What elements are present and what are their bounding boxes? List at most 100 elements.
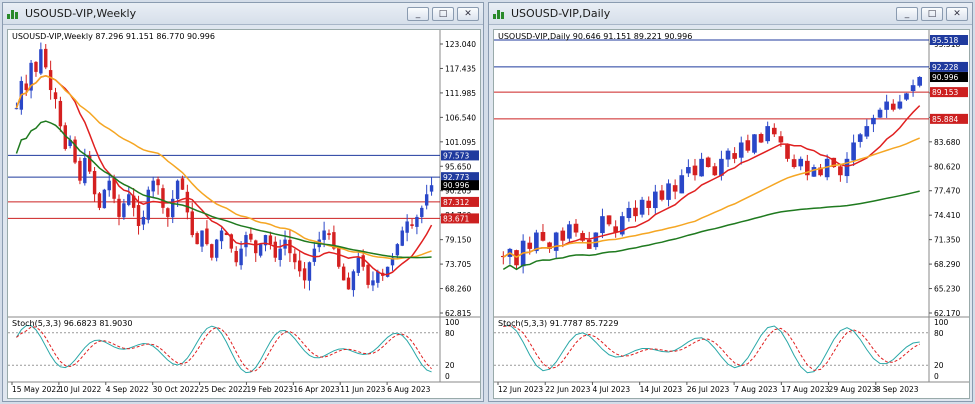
level-badge — [441, 150, 479, 161]
candle-body — [92, 170, 97, 195]
level-badge — [441, 213, 479, 224]
candle-body — [633, 207, 638, 217]
date-tick-label: 29 Aug 2023 — [829, 385, 877, 394]
candle-body — [229, 234, 234, 249]
candle-body — [811, 167, 817, 177]
candle-body — [639, 199, 645, 215]
date-tick-label: 19 Feb 2023 — [246, 385, 293, 394]
candle-body — [44, 48, 48, 68]
chart-canvas[interactable]: 95.51892.22889.15386.74083.68080.62077.4… — [494, 30, 969, 398]
date-tick-label: 25 Dec 2022 — [200, 385, 248, 394]
candle-body — [249, 233, 253, 240]
close-button[interactable]: ✕ — [457, 6, 479, 21]
chart-icon — [7, 8, 20, 19]
candle-body — [268, 235, 273, 245]
candle-body — [758, 134, 764, 143]
maximize-button[interactable]: □ — [921, 6, 943, 21]
close-button[interactable]: ✕ — [946, 6, 968, 21]
maximize-button[interactable]: □ — [432, 6, 454, 21]
window-title: USOUSD-VIP,Daily — [511, 7, 611, 20]
candle-body — [244, 235, 248, 248]
level-badge — [930, 87, 968, 98]
candle-body — [824, 158, 830, 178]
date-tick-label: 12 Jun 2023 — [498, 385, 543, 394]
chart-canvas[interactable]: 123.040 117.435 111.985 106.540 101.095 95.65… — [8, 30, 480, 398]
price-chart[interactable]: 95.51892.22889.15386.74083.68080.62077.4… — [493, 29, 970, 399]
candle-body — [273, 241, 277, 258]
level-label: 97.573 — [443, 151, 469, 160]
candle-body — [725, 150, 731, 160]
date-tick-label: 14 Jul 2023 — [640, 385, 683, 394]
ma-slow-line — [15, 120, 432, 259]
stoch-signal-line — [16, 326, 432, 372]
candle-body — [156, 179, 160, 186]
candle-body — [346, 277, 351, 290]
candle-body — [117, 198, 121, 217]
candle-body — [376, 271, 380, 283]
candle-body — [258, 244, 263, 256]
stoch-tick-label: 80 — [934, 329, 944, 338]
date-tick-label: 8 Sep 2023 — [876, 385, 919, 394]
candle-body — [136, 205, 141, 226]
price-tick-label: 83.680 — [934, 138, 960, 147]
candle-body — [332, 232, 336, 249]
price-tick-label: 62.170 — [934, 309, 960, 318]
stoch-label: Stoch(5,3,3) 96.6823 81.9030 — [12, 319, 133, 328]
candle-body — [390, 257, 395, 266]
candle-body — [540, 232, 546, 241]
price-tick-label: 62.815 — [445, 309, 471, 318]
candle-body — [805, 160, 810, 176]
candle-body — [83, 158, 87, 184]
price-tick-label: 80.620 — [934, 162, 960, 171]
candle-body — [420, 207, 424, 217]
ma-fast-line — [502, 105, 921, 258]
date-tick-label: 15 May 2022 — [12, 385, 61, 394]
candle-body — [356, 257, 361, 273]
candle-body — [39, 49, 43, 74]
candle-body — [307, 262, 312, 281]
stoch-tick-label: 100 — [934, 318, 949, 327]
candle-body — [851, 142, 856, 161]
candle-body — [857, 134, 863, 142]
price-tick-label: 74.410 — [934, 211, 960, 220]
level-label: 87.312 — [443, 198, 469, 207]
candle-body — [327, 233, 331, 236]
stoch-main-line — [16, 325, 432, 374]
candle-body — [278, 248, 282, 260]
price-tick-label: 77.470 — [934, 187, 960, 196]
ma-fast-line — [15, 75, 433, 276]
candle-body — [63, 125, 67, 149]
title-bar[interactable]: USOUSD-VIP,Daily _ □ ✕ — [489, 3, 972, 25]
candle-body — [200, 230, 204, 247]
date-tick-label: 26 Jul 2023 — [687, 385, 730, 394]
candle-body — [24, 83, 28, 91]
candle-body — [337, 247, 341, 267]
title-bar[interactable]: USOUSD-VIP,Weekly _ □ ✕ — [3, 3, 483, 25]
price-tick-label: 68.290 — [934, 260, 960, 269]
candle-body — [877, 109, 883, 118]
price-tick-label: 65.230 — [934, 285, 960, 294]
candle-body — [224, 232, 229, 236]
minimize-button[interactable]: _ — [407, 6, 429, 21]
candle-body — [666, 183, 671, 200]
candle-body — [297, 260, 302, 272]
candle-body — [151, 180, 155, 192]
stoch-tick-label: 0 — [934, 372, 939, 381]
candle-body — [547, 242, 552, 249]
candle-body — [692, 165, 698, 176]
price-chart[interactable]: 123.040 117.435 111.985 106.540 101.095 95.65… — [7, 29, 481, 399]
minimize-button[interactable]: _ — [896, 6, 918, 21]
candle-body — [567, 224, 572, 239]
candle-body — [288, 239, 292, 254]
weekly-chart-window[interactable]: USOUSD-VIP,Weekly _ □ ✕ 123.040 117.435 11… — [2, 2, 484, 402]
candle-body — [205, 228, 209, 245]
date-tick-label: 17 Aug 2023 — [781, 385, 829, 394]
candle-body — [190, 211, 194, 236]
candle-body — [122, 203, 126, 218]
level-label: 92.228 — [932, 63, 958, 72]
candle-body — [646, 200, 652, 208]
stoch-tick-label: 20 — [445, 361, 455, 370]
date-tick-label: 4 Sep 2022 — [106, 385, 149, 394]
symbol-info: USOUSD-VIP,Weekly 87.296 91.151 86.770 9… — [12, 32, 215, 41]
daily-chart-window[interactable]: USOUSD-VIP,Daily _ □ ✕ 95.518 92.228 89.15… — [488, 2, 973, 402]
